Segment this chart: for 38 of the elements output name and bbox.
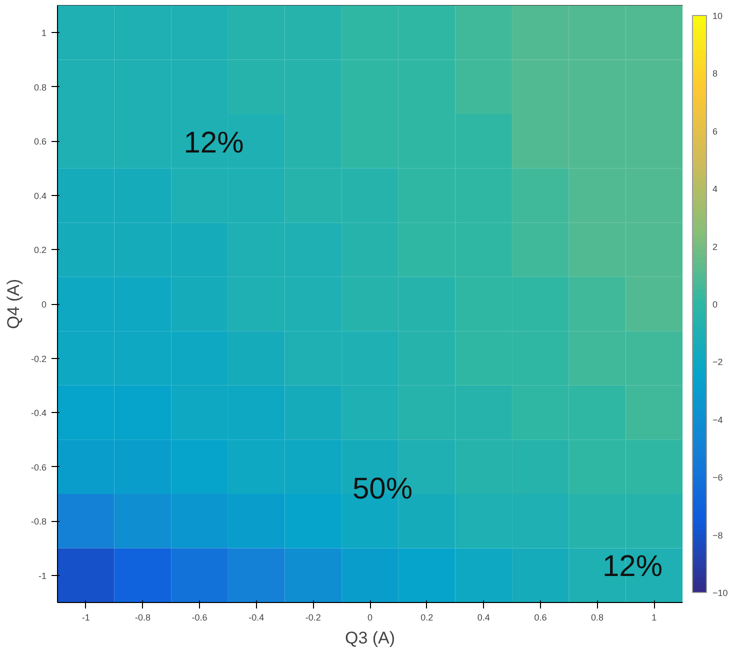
y-tick-label: 1 [41,28,47,38]
color-bar-label: −2 [712,357,723,368]
color-bar-label: 8 [712,68,718,79]
y-tick-label: 0.2 [34,245,47,256]
color-bar-label: 4 [712,184,718,194]
color-bar-label: 0 [712,300,718,310]
color-bar-label: −10 [712,588,728,598]
x-tick-label: 0.4 [477,612,490,622]
x-tick-label: -0.4 [248,612,264,622]
y-axis-title: Q4 (A) [4,278,23,330]
x-tick-label: -0.8 [134,612,150,622]
color-bar-label: 2 [712,242,718,252]
annotation: 50% [352,472,413,506]
x-axis-title: Q3 (A) [344,628,396,648]
color-bar-label: 6 [712,126,718,136]
y-tick-label: 0 [41,300,47,310]
y-tick-label: -1 [38,570,47,581]
x-tick-label: 0.6 [534,612,547,622]
x-tick-label: -1 [82,612,90,622]
y-tick-label: -0.2 [30,354,47,364]
y-tick-label: 0.6 [34,136,47,147]
annotation: 12% [602,550,663,584]
color-bar-label: 10 [712,11,723,21]
x-tick-label: -0.2 [305,612,321,622]
color-bar-label: −8 [712,530,723,540]
x-tick-label: 1 [652,612,657,622]
y-tick-label: 0.8 [34,82,47,92]
color-bar-label: −6 [712,472,723,483]
x-tick-label: -0.6 [192,612,208,622]
y-tick-label: -0.6 [30,462,47,472]
x-tick-label: 0 [367,612,373,622]
annotation: 12% [184,126,244,160]
y-tick-label: -0.8 [30,516,47,527]
y-tick-label: 0.4 [34,190,47,201]
x-tick-label: 0.8 [591,612,604,622]
color-bar-label: −4 [712,414,723,425]
x-tick-label: 0.2 [420,612,434,622]
y-tick-label: -0.4 [30,408,47,418]
